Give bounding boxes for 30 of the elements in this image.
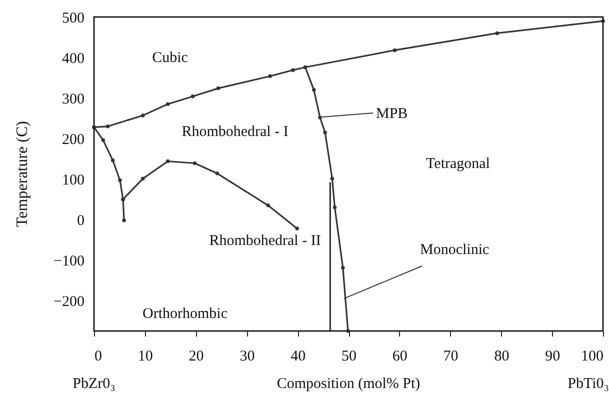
y-tick-label: 500 — [62, 10, 84, 26]
y-tick-label: −100 — [54, 254, 84, 270]
x-tick-label: 80 — [494, 348, 510, 364]
x-tick-label: 0 — [94, 348, 102, 364]
x-tick-label: 50 — [342, 348, 356, 364]
y-tick-label: −200 — [54, 294, 84, 310]
annotation: Rhombohedral - II — [209, 233, 321, 249]
annotation: Cubic — [152, 50, 188, 66]
annotation: Rhombohedral - I — [182, 124, 288, 140]
x-axis-title: Composition (mol% Pt) — [276, 376, 420, 392]
text: PbZr0₃ — [72, 376, 116, 392]
x-tick-label: 90 — [545, 348, 560, 364]
y-tick-label: 300 — [62, 92, 84, 108]
y-tick-label: 0 — [77, 213, 84, 230]
x-tick-label: 40 — [290, 348, 306, 364]
annotation: MPB — [376, 106, 408, 122]
annotation: Orthorhombic — [142, 306, 228, 322]
x-tick-label: 100 — [581, 348, 604, 364]
annotation: Monoclinic — [420, 242, 490, 258]
x-tick-label: 70 — [443, 348, 458, 364]
y-tick-label: 400 — [62, 51, 84, 68]
x-tick-label: 20 — [188, 348, 204, 364]
x-tick-label: 30 — [240, 348, 255, 364]
x-tick-label: 10 — [138, 348, 153, 364]
y-tick-label: 100 — [62, 172, 84, 189]
annotation: Tetragonal — [426, 156, 490, 172]
y-axis-title: Temperature (C) — [14, 121, 31, 227]
y-tick-label: 200 — [62, 132, 84, 148]
x-tick-label: 60 — [392, 348, 408, 364]
text: PbTi0₃ — [568, 376, 609, 392]
